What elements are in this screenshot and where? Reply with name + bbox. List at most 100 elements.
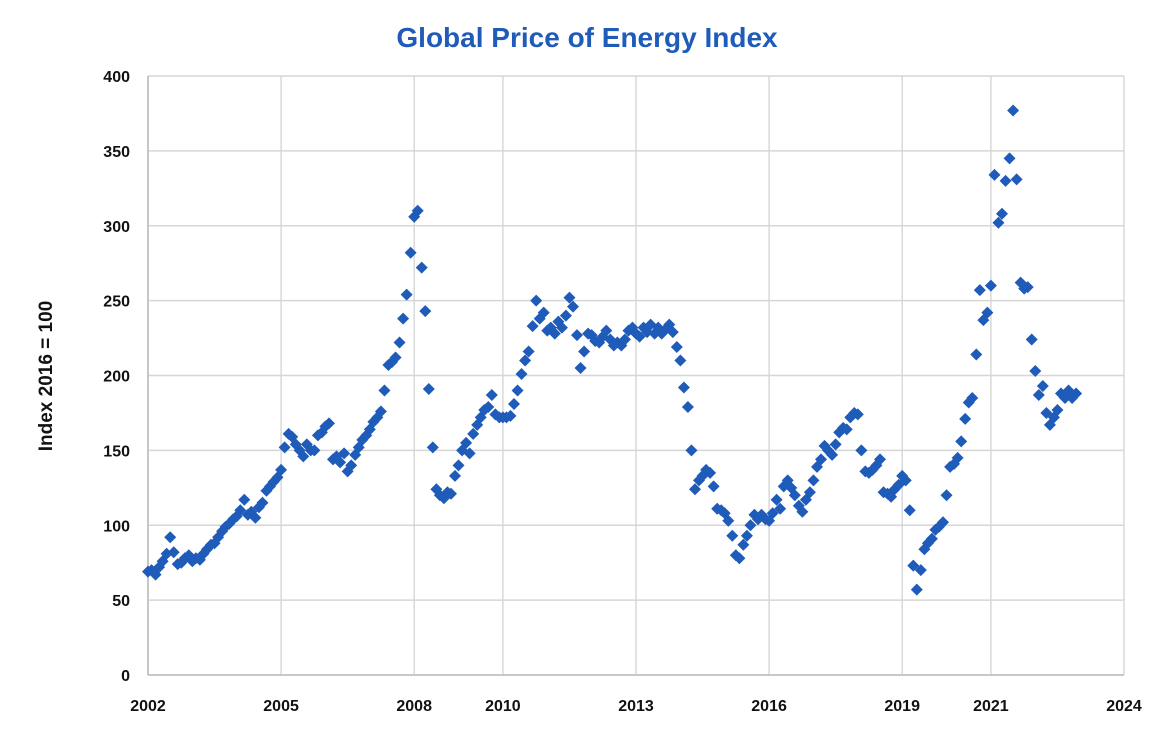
data-point — [1021, 281, 1034, 294]
data-point — [740, 529, 753, 542]
data-point — [681, 400, 694, 413]
data-point — [397, 312, 410, 325]
data-point — [788, 489, 801, 502]
series-0 — [142, 104, 1083, 596]
data-point — [907, 559, 920, 572]
data-point — [537, 306, 550, 319]
data-point — [164, 531, 177, 544]
data-point — [874, 453, 886, 466]
data-point — [323, 417, 336, 430]
data-point — [278, 441, 291, 454]
y-tick-label: 350 — [103, 144, 130, 161]
data-point — [670, 341, 683, 354]
data-point — [1029, 365, 1042, 378]
data-point — [411, 204, 424, 217]
data-points — [142, 104, 1083, 596]
data-point — [374, 405, 387, 418]
data-point — [674, 354, 687, 367]
data-point — [707, 480, 720, 493]
data-point — [814, 453, 827, 466]
data-point — [766, 507, 779, 520]
data-point — [567, 300, 580, 313]
data-point — [715, 504, 728, 517]
data-point — [334, 456, 347, 469]
data-point — [548, 327, 561, 340]
data-point — [245, 505, 258, 518]
data-point — [992, 216, 1005, 229]
data-point — [903, 504, 916, 517]
data-point — [415, 261, 428, 274]
data-point — [308, 444, 321, 457]
data-point — [460, 436, 473, 449]
data-point — [600, 324, 613, 337]
data-point — [555, 321, 568, 334]
data-point — [400, 288, 413, 301]
data-point — [999, 174, 1012, 187]
data-point — [910, 583, 923, 596]
x-tick-label: 2024 — [1106, 698, 1142, 715]
data-point — [574, 362, 587, 375]
data-point — [633, 330, 646, 343]
data-point — [297, 450, 310, 463]
data-point — [530, 294, 543, 307]
y-tick-label: 0 — [121, 668, 130, 685]
data-point — [485, 388, 498, 401]
data-point — [666, 326, 679, 339]
data-point — [504, 409, 517, 422]
data-point — [275, 463, 288, 476]
data-point — [984, 279, 997, 292]
data-point — [959, 412, 972, 425]
x-tick-label: 2021 — [973, 698, 1009, 715]
data-point — [578, 345, 591, 358]
data-point — [796, 505, 809, 518]
data-point — [855, 444, 868, 457]
data-point — [238, 493, 251, 506]
data-point — [726, 529, 739, 542]
data-point — [511, 384, 524, 397]
data-point — [1032, 388, 1045, 401]
data-point — [519, 354, 532, 367]
y-tick-label: 400 — [103, 69, 130, 86]
data-point — [522, 345, 535, 358]
data-point — [807, 474, 820, 487]
data-point — [936, 516, 949, 529]
data-point — [951, 451, 964, 464]
tick-labels: 0 50 100 150 200 250 300 350 400 2002 2005 2008 2010… — [103, 69, 1142, 715]
data-point — [1007, 104, 1020, 117]
data-point — [482, 400, 495, 413]
y-tick-label: 300 — [103, 219, 130, 236]
data-point — [744, 519, 757, 532]
data-point — [426, 441, 439, 454]
data-point — [1040, 406, 1053, 419]
y-tick-label: 150 — [103, 443, 130, 460]
chart-title: Global Price of Energy Index — [396, 22, 778, 53]
data-point — [570, 329, 583, 342]
data-point — [774, 502, 787, 515]
data-point — [445, 487, 458, 500]
data-point — [563, 291, 576, 304]
data-point — [970, 348, 983, 361]
data-point — [988, 168, 1001, 181]
data-point — [448, 469, 461, 482]
data-point — [467, 427, 480, 440]
data-point — [559, 309, 572, 322]
x-tick-label: 2013 — [618, 698, 654, 715]
data-point — [704, 466, 717, 479]
data-point — [826, 448, 839, 461]
data-point — [803, 486, 816, 499]
data-point — [685, 444, 698, 457]
data-point — [1070, 387, 1083, 400]
x-tick-label: 2016 — [751, 698, 787, 715]
data-point — [167, 546, 180, 559]
data-point — [1025, 333, 1038, 346]
data-point — [851, 408, 864, 421]
y-tick-label: 100 — [103, 518, 130, 535]
data-point — [508, 397, 520, 410]
x-tick-label: 2002 — [130, 698, 166, 715]
x-tick-label: 2019 — [884, 698, 920, 715]
y-tick-label: 250 — [103, 294, 130, 311]
data-point — [1036, 379, 1049, 392]
data-point — [419, 305, 432, 318]
x-tick-label: 2010 — [485, 698, 521, 715]
